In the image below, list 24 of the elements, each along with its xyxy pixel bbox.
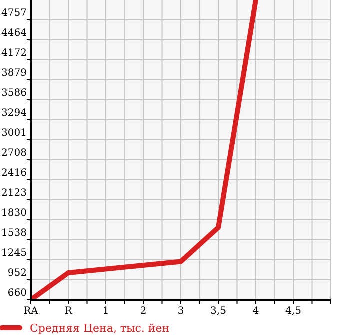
y-tick-label: 2708 xyxy=(2,148,27,160)
x-tick-label: 4 xyxy=(252,306,260,317)
x-tick-label: 1 xyxy=(102,306,110,317)
y-tick-label: 2416 xyxy=(2,168,27,179)
y-tick-label: 952 xyxy=(8,268,27,280)
y-tick-label: 4757 xyxy=(2,8,27,20)
y-tick-label: 1245 xyxy=(2,248,27,260)
x-tick-label: 4,5 xyxy=(286,306,302,317)
y-tick-label: 3586 xyxy=(2,88,27,100)
x-tick-label: 2 xyxy=(140,306,147,317)
x-tick-label: 3,5 xyxy=(210,306,226,317)
y-tick-label: 4464 xyxy=(2,28,27,40)
y-tick-label: 4172 xyxy=(2,48,27,59)
y-tick-label: 1538 xyxy=(2,228,27,239)
y-tick-label: 3294 xyxy=(2,108,27,119)
x-tick-label: R xyxy=(64,306,73,317)
x-tick-label: RA xyxy=(24,306,40,317)
y-tick-label: 1830 xyxy=(2,208,27,220)
y-tick-label: 3879 xyxy=(2,68,27,80)
y-tick-label: 2123 xyxy=(2,188,27,200)
y-tick-label: 3001 xyxy=(2,128,27,140)
x-tick-label: 3 xyxy=(178,306,184,317)
legend-label: Средняя Цена, тыс. йен xyxy=(30,322,170,335)
y-tick-label: 660 xyxy=(8,288,27,299)
